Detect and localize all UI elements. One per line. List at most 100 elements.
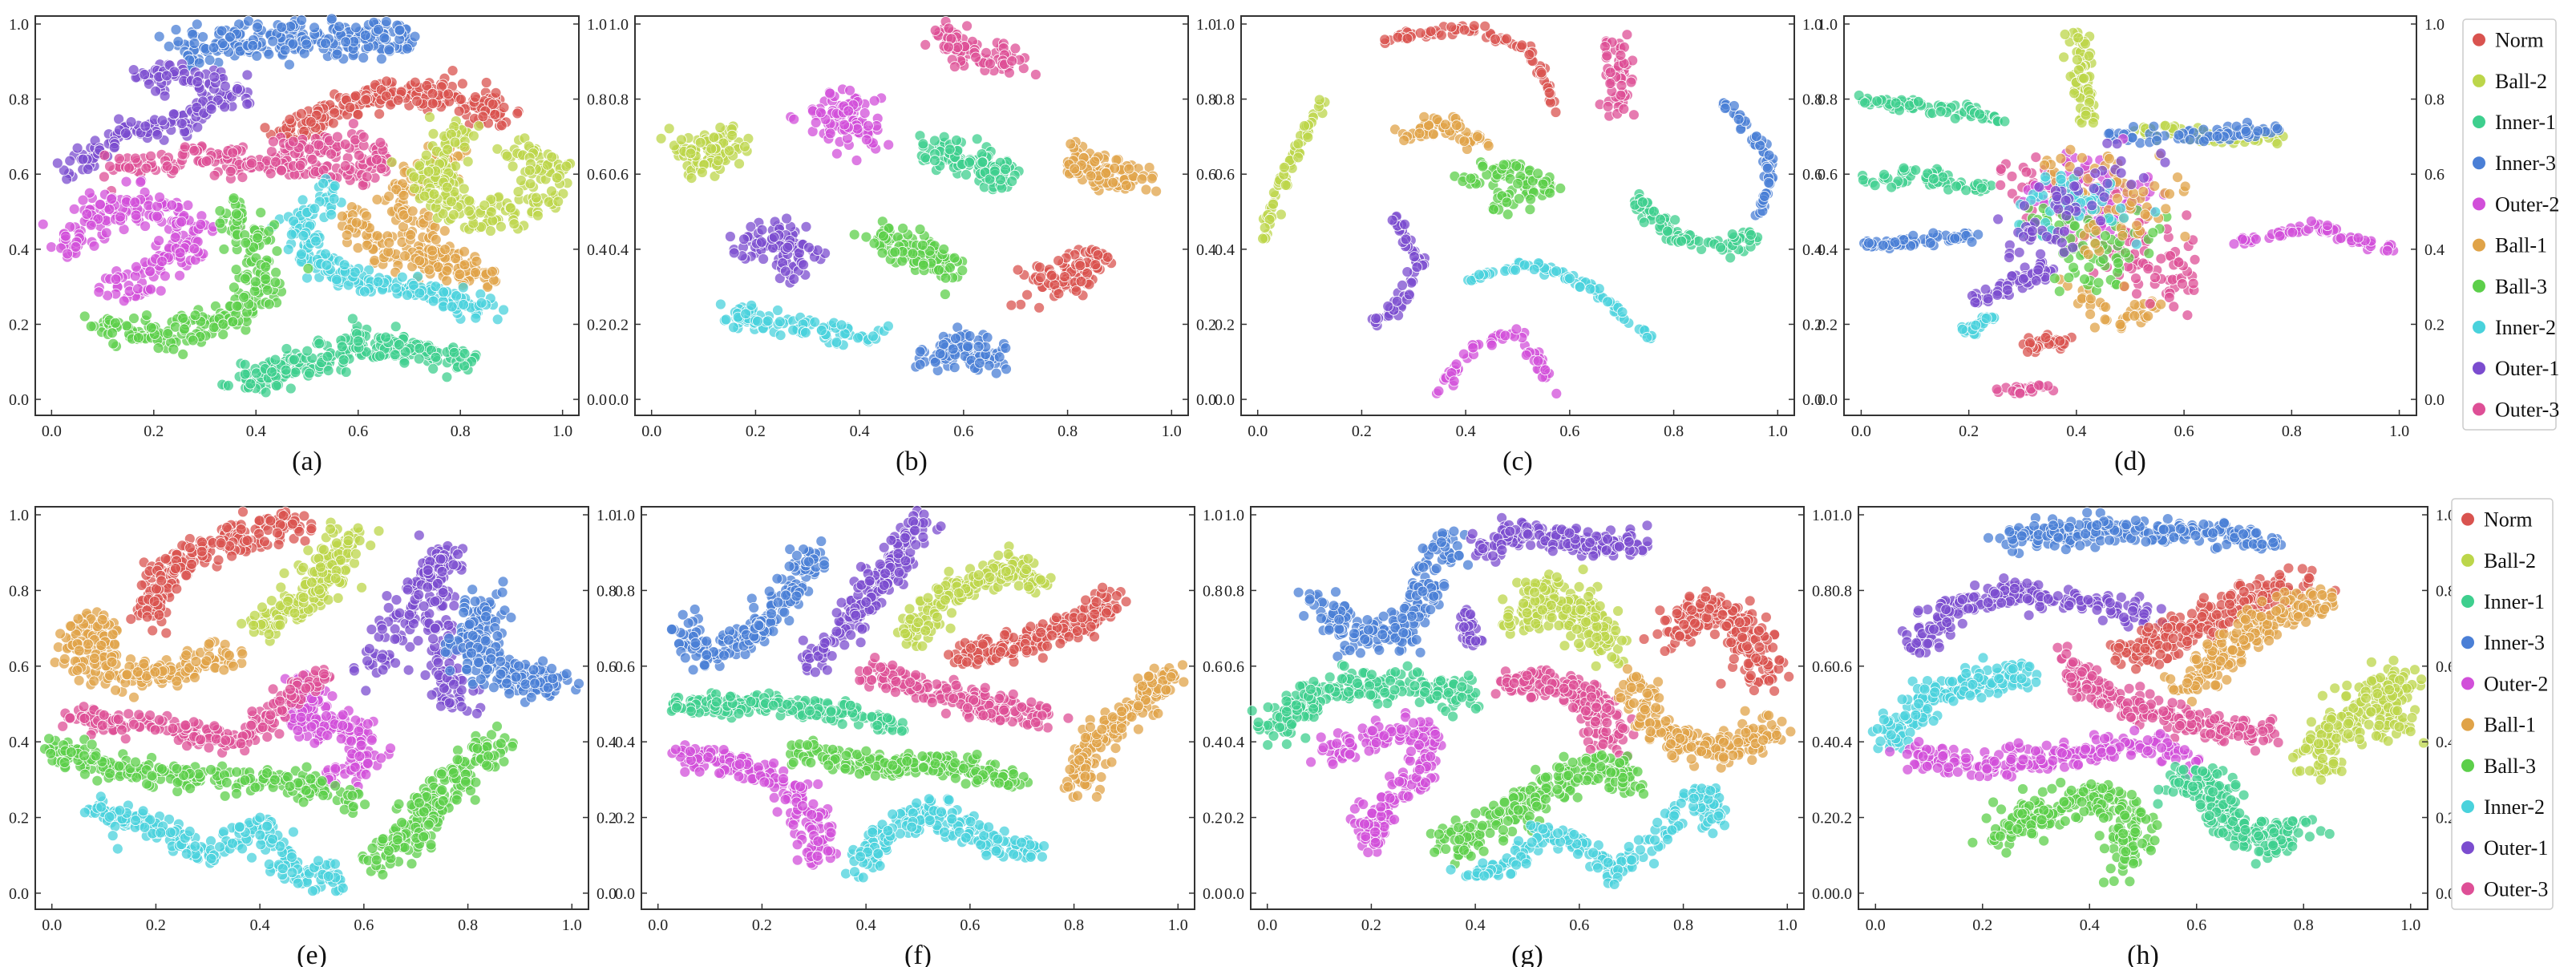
data-point bbox=[897, 222, 908, 234]
data-point bbox=[1537, 178, 1549, 190]
data-point bbox=[964, 330, 976, 342]
y-tick-label-right: 0.6 bbox=[587, 166, 607, 184]
data-point bbox=[2054, 335, 2066, 347]
data-point bbox=[85, 321, 97, 332]
data-point bbox=[2089, 322, 2101, 334]
data-point bbox=[1615, 89, 1627, 101]
data-point bbox=[287, 136, 299, 148]
data-point bbox=[427, 127, 439, 140]
data-point bbox=[1927, 173, 1939, 185]
data-point bbox=[427, 295, 439, 307]
data-point bbox=[361, 239, 373, 251]
data-point bbox=[1009, 42, 1021, 55]
data-point bbox=[470, 312, 482, 324]
data-point bbox=[331, 131, 343, 143]
data-point bbox=[2032, 264, 2044, 276]
data-point bbox=[1761, 162, 1773, 174]
data-point bbox=[152, 342, 164, 354]
data-point bbox=[152, 129, 164, 140]
data-point bbox=[159, 90, 171, 102]
y-tick-label-left: 1.0 bbox=[1215, 16, 1235, 34]
data-point bbox=[398, 189, 410, 201]
data-point bbox=[423, 165, 435, 177]
data-point bbox=[471, 255, 483, 267]
data-point bbox=[505, 202, 516, 214]
data-point bbox=[339, 160, 351, 172]
data-point bbox=[239, 368, 251, 380]
data-point bbox=[851, 155, 863, 166]
data-point bbox=[485, 206, 497, 218]
data-point bbox=[321, 350, 334, 362]
data-point bbox=[1662, 225, 1673, 237]
data-point bbox=[130, 261, 142, 273]
data-point bbox=[835, 319, 847, 331]
data-point bbox=[239, 273, 251, 285]
data-point bbox=[344, 102, 356, 113]
data-point bbox=[340, 366, 352, 378]
data-point bbox=[1898, 162, 1910, 174]
x-tick-label: 0.4 bbox=[1456, 423, 1476, 440]
x-tick-label: 0.0 bbox=[641, 423, 661, 440]
data-point bbox=[297, 230, 309, 241]
panel-caption: (c) bbox=[1502, 447, 1533, 476]
data-point bbox=[1528, 264, 1540, 275]
data-point bbox=[876, 247, 888, 259]
data-point bbox=[1625, 76, 1637, 88]
data-point bbox=[60, 230, 71, 242]
y-tick-label-right: 1.0 bbox=[587, 16, 607, 34]
data-point bbox=[2040, 332, 2052, 343]
data-point bbox=[1486, 339, 1498, 351]
data-point bbox=[916, 239, 928, 251]
data-point bbox=[369, 254, 381, 266]
data-point bbox=[458, 183, 470, 195]
data-point bbox=[129, 196, 141, 208]
data-point bbox=[224, 31, 236, 43]
data-point bbox=[2073, 32, 2084, 44]
data-point bbox=[301, 272, 313, 284]
data-point bbox=[1100, 167, 1112, 179]
data-point bbox=[1490, 34, 1501, 45]
data-point bbox=[1763, 176, 1775, 188]
data-point bbox=[1910, 164, 1922, 176]
data-point bbox=[2230, 120, 2242, 132]
data-point bbox=[1725, 252, 1737, 264]
data-point bbox=[127, 64, 140, 75]
data-point bbox=[372, 276, 384, 288]
data-point bbox=[2103, 127, 2115, 140]
data-point bbox=[155, 285, 167, 297]
data-point bbox=[281, 343, 293, 354]
data-point bbox=[383, 190, 395, 202]
data-point bbox=[1935, 106, 1947, 118]
data-point bbox=[861, 134, 872, 146]
data-point bbox=[1616, 306, 1628, 318]
data-point bbox=[2083, 50, 2095, 62]
data-point bbox=[762, 315, 774, 327]
data-point bbox=[446, 196, 457, 208]
data-point bbox=[237, 172, 249, 184]
data-point bbox=[1502, 208, 1514, 221]
data-point bbox=[974, 357, 985, 369]
data-point bbox=[1949, 233, 1961, 245]
data-point bbox=[153, 30, 165, 42]
data-point bbox=[1628, 109, 1640, 121]
data-point bbox=[140, 221, 152, 232]
cluster-norm bbox=[259, 65, 524, 149]
data-point bbox=[263, 48, 275, 60]
data-point bbox=[352, 335, 364, 347]
y-tick-label-right: 0.2 bbox=[587, 316, 607, 334]
data-point bbox=[421, 80, 433, 91]
data-point bbox=[2014, 387, 2026, 399]
x-tick-label: 0.0 bbox=[42, 423, 62, 440]
data-point bbox=[327, 117, 339, 129]
data-point bbox=[457, 281, 469, 293]
data-point bbox=[259, 122, 271, 134]
data-point bbox=[1501, 33, 1513, 45]
data-point bbox=[470, 91, 481, 103]
data-point bbox=[1859, 97, 1871, 109]
data-point bbox=[468, 130, 479, 142]
data-point bbox=[120, 176, 132, 188]
data-point bbox=[2078, 72, 2090, 84]
data-point bbox=[1413, 127, 1425, 140]
data-point bbox=[970, 51, 981, 63]
data-point bbox=[446, 301, 458, 313]
